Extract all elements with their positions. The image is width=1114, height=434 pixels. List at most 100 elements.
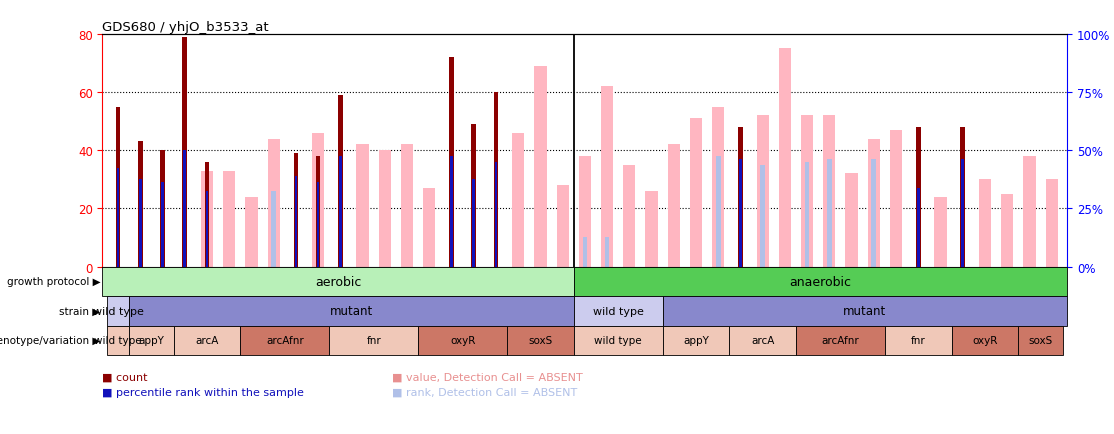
Bar — [583, 238, 587, 267]
Text: appY: appY — [683, 336, 709, 345]
Bar — [801, 116, 813, 267]
Bar — [507, 326, 574, 355]
Bar — [184, 151, 186, 267]
Bar — [730, 326, 797, 355]
Text: genotype/variation ▶: genotype/variation ▶ — [0, 336, 100, 345]
Bar — [356, 145, 369, 267]
Bar — [107, 326, 129, 355]
Bar — [129, 326, 174, 355]
Text: wild type: wild type — [595, 336, 642, 345]
Text: fnr: fnr — [367, 336, 381, 345]
Bar — [916, 128, 920, 267]
Bar — [868, 139, 880, 267]
Bar — [645, 191, 657, 267]
Bar — [663, 326, 730, 355]
Bar — [623, 165, 635, 267]
Bar — [574, 326, 663, 355]
Text: strain ▶: strain ▶ — [59, 306, 100, 316]
Bar — [846, 174, 858, 267]
Text: wild type: wild type — [593, 306, 644, 316]
Bar — [267, 139, 280, 267]
Bar — [1001, 194, 1014, 267]
Text: ■ value, Detection Call = ABSENT: ■ value, Detection Call = ABSENT — [392, 372, 583, 381]
Bar — [712, 107, 724, 267]
Bar — [160, 151, 165, 267]
Text: appY: appY — [138, 336, 165, 345]
Bar — [574, 267, 1067, 296]
Bar — [205, 162, 209, 267]
Bar — [339, 157, 342, 267]
Bar — [579, 157, 590, 267]
Bar — [471, 125, 476, 267]
Bar — [779, 49, 791, 267]
Text: oxyR: oxyR — [450, 336, 476, 345]
Bar — [294, 177, 297, 267]
Text: wild type: wild type — [95, 336, 141, 345]
Text: GDS680 / yhjO_b3533_at: GDS680 / yhjO_b3533_at — [102, 20, 270, 33]
Bar — [535, 67, 547, 267]
Bar — [739, 160, 742, 267]
Bar — [401, 145, 413, 267]
Bar — [418, 326, 507, 355]
Bar — [663, 296, 1067, 326]
Bar — [423, 188, 436, 267]
Bar — [739, 128, 743, 267]
Bar — [605, 238, 609, 267]
Bar — [449, 58, 453, 267]
Bar — [667, 145, 680, 267]
Bar — [574, 296, 663, 326]
Bar — [951, 326, 1018, 355]
Bar — [223, 171, 235, 267]
Bar — [139, 180, 141, 267]
Text: anaerobic: anaerobic — [790, 275, 851, 288]
Bar — [338, 95, 343, 267]
Bar — [1018, 326, 1063, 355]
Bar — [716, 157, 721, 267]
Text: mutant: mutant — [843, 305, 887, 318]
Text: soxS: soxS — [1028, 336, 1053, 345]
Text: ■ count: ■ count — [102, 372, 148, 381]
Bar — [330, 326, 418, 355]
Bar — [960, 128, 965, 267]
Bar — [935, 197, 947, 267]
Bar — [162, 183, 164, 267]
Bar — [495, 162, 497, 267]
Bar — [174, 326, 241, 355]
Bar — [917, 188, 920, 267]
Bar — [201, 171, 213, 267]
Bar — [1024, 157, 1036, 267]
Bar — [472, 180, 475, 267]
Bar — [871, 160, 876, 267]
Bar — [245, 197, 257, 267]
Bar — [797, 326, 885, 355]
Bar — [116, 107, 120, 267]
Bar — [206, 191, 208, 267]
Bar — [600, 87, 613, 267]
Text: soxS: soxS — [528, 336, 553, 345]
Bar — [761, 165, 765, 267]
Bar — [129, 296, 574, 326]
Bar — [885, 326, 951, 355]
Bar — [823, 116, 836, 267]
Bar — [961, 160, 964, 267]
Text: arcAfnr: arcAfnr — [266, 336, 304, 345]
Text: arcA: arcA — [195, 336, 218, 345]
Bar — [450, 157, 452, 267]
Text: mutant: mutant — [330, 305, 373, 318]
Bar — [312, 133, 324, 267]
Bar — [117, 168, 119, 267]
Bar — [690, 119, 702, 267]
Bar — [379, 151, 391, 267]
Text: ■ percentile rank within the sample: ■ percentile rank within the sample — [102, 387, 304, 397]
Bar — [315, 157, 321, 267]
Bar — [294, 154, 299, 267]
Bar — [183, 38, 187, 267]
Bar — [272, 191, 276, 267]
Bar — [241, 326, 330, 355]
Bar — [827, 160, 832, 267]
Text: fnr: fnr — [911, 336, 926, 345]
Text: oxyR: oxyR — [973, 336, 998, 345]
Text: ■ rank, Detection Call = ABSENT: ■ rank, Detection Call = ABSENT — [392, 387, 577, 397]
Text: arcAfnr: arcAfnr — [822, 336, 859, 345]
Bar — [890, 131, 902, 267]
